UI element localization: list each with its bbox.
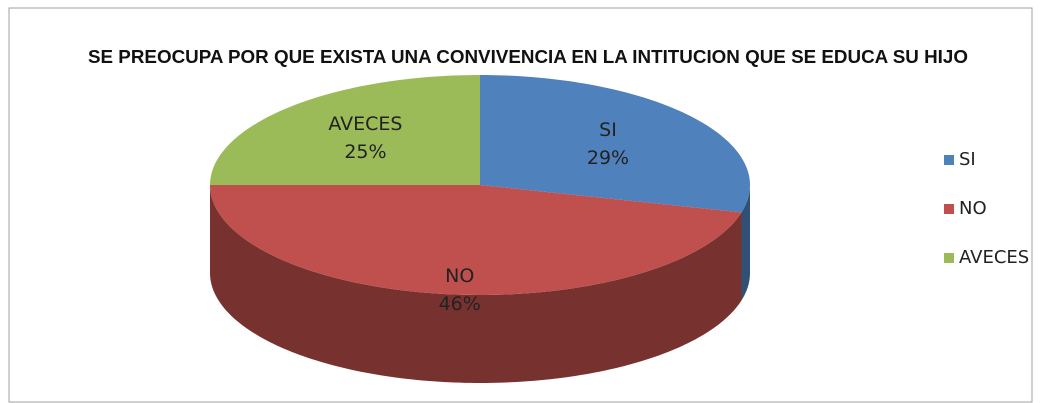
slice-side — [210, 185, 742, 383]
data-label: 46% — [439, 293, 481, 315]
legend-swatch — [944, 155, 954, 165]
chart-title: SE PREOCUPA POR QUE EXISTA UNA CONVIVENC… — [88, 47, 968, 67]
slice — [210, 75, 480, 185]
slice — [210, 185, 742, 295]
legend-swatch — [944, 253, 954, 263]
legend-label: AVECES — [959, 247, 1029, 268]
data-label: 25% — [344, 141, 386, 163]
slice-side — [741, 185, 750, 301]
slice — [480, 75, 750, 213]
legend-swatch — [944, 204, 954, 214]
data-label-category: SI — [599, 119, 617, 141]
data-label: 29% — [587, 147, 629, 169]
legend-label: SI — [959, 149, 976, 170]
legend-label: NO — [959, 198, 987, 219]
data-label-category: AVECES — [328, 113, 402, 135]
data-label-category: NO — [445, 265, 474, 287]
